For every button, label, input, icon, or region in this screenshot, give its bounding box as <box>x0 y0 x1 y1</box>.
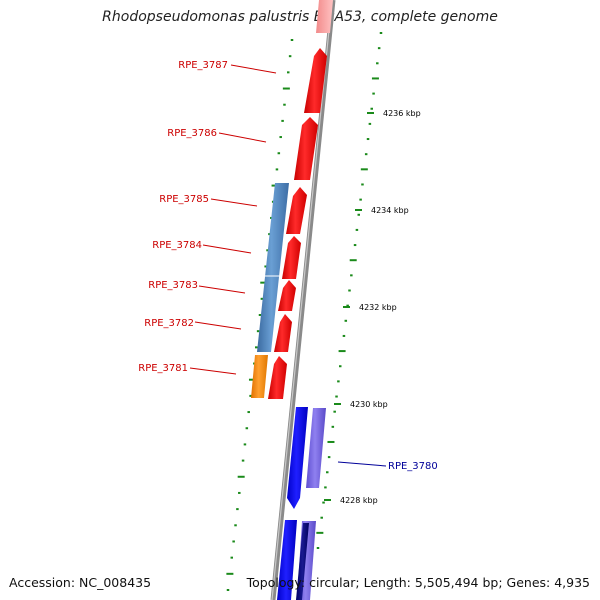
gene-feature[interactable] <box>287 407 308 509</box>
gene-label[interactable]: RPE_3785 <box>159 194 209 205</box>
gene-feature[interactable] <box>274 314 292 352</box>
gene-feature[interactable] <box>278 280 296 311</box>
gene-label-leader <box>218 132 267 143</box>
scale-tick-label: 4232 kbp <box>359 303 397 312</box>
genome-backbone <box>270 0 336 600</box>
gene-label[interactable]: RPE_3787 <box>178 60 228 71</box>
gene-feature[interactable] <box>282 236 301 279</box>
gene-label-leader <box>337 461 387 467</box>
gene-label-leader <box>198 285 246 294</box>
gene-feature[interactable] <box>306 408 326 488</box>
gene-feature[interactable] <box>268 356 287 399</box>
gene-labels: RPE_3787 RPE_3786 RPE_3785 RPE_3784 RPE_3783… <box>138 60 438 472</box>
gene-label[interactable]: RPE_3780 <box>388 461 438 472</box>
scale-tick-label: 4230 kbp <box>350 400 388 409</box>
gene-feature[interactable] <box>304 48 327 113</box>
reverse-genes <box>277 407 326 600</box>
scale-tick-label: 4234 kbp <box>371 206 409 215</box>
gene-label-leader <box>194 321 242 330</box>
gene-feature[interactable] <box>316 0 333 33</box>
scale-tick-label: 4236 kbp <box>383 109 421 118</box>
gene-feature[interactable] <box>257 183 289 352</box>
gene-label[interactable]: RPE_3784 <box>152 240 202 251</box>
accession-text: Accession: NC_008435 <box>9 575 152 590</box>
topology-text: Topology: circular; Length: 5,505,494 bp… <box>246 575 590 590</box>
gene-label-leader <box>210 198 258 207</box>
gene-label[interactable]: RPE_3782 <box>144 318 194 329</box>
gene-label[interactable]: RPE_3781 <box>138 363 188 374</box>
gene-label-leader <box>230 64 277 74</box>
gene-label-leader <box>202 244 252 254</box>
gene-feature[interactable] <box>294 117 318 180</box>
forward-genes <box>268 0 333 399</box>
map-title: Rhodopseudomonas palustris BisA53, compl… <box>102 9 498 25</box>
gene-label[interactable]: RPE_3783 <box>148 280 198 291</box>
genome-backbone-highlight <box>271 0 333 600</box>
scale-tick-label: 4228 kbp <box>340 496 378 505</box>
gene-feature[interactable] <box>286 187 307 234</box>
other-genes <box>251 183 289 398</box>
gene-feature[interactable] <box>296 523 309 600</box>
gene-feature[interactable] <box>251 355 268 398</box>
gene-feature[interactable] <box>277 520 297 600</box>
gene-label-leader <box>189 367 237 375</box>
scale-ticks: 4236 kbp 4234 kbp 4232 kbp 4230 kbp 4228 kbp <box>324 109 421 505</box>
gene-label[interactable]: RPE_3786 <box>167 128 217 139</box>
